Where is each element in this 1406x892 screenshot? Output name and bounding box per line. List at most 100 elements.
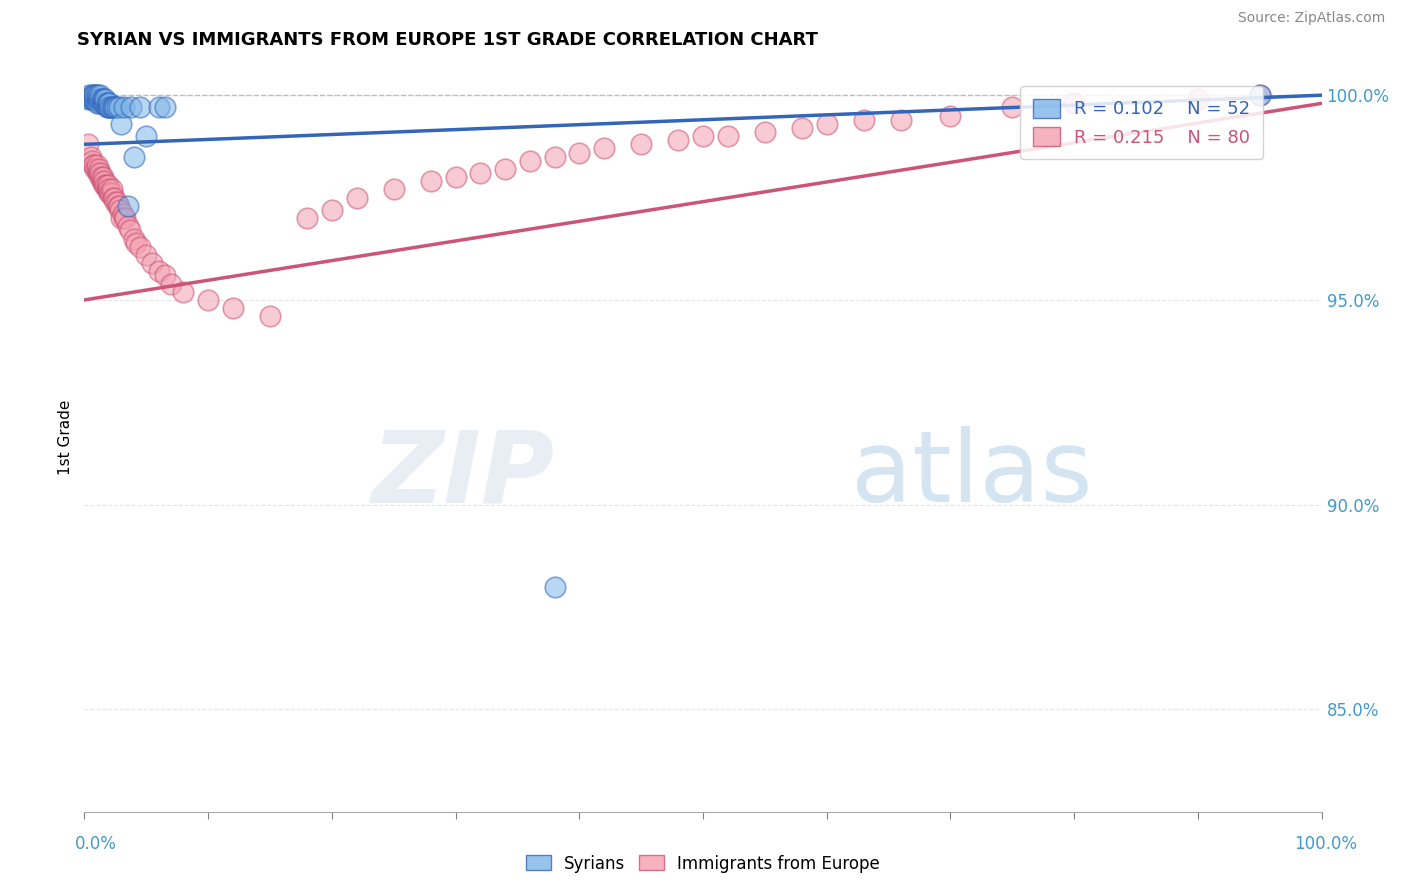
Point bbox=[77, 92, 100, 106]
Point bbox=[104, 100, 127, 114]
Point bbox=[1001, 100, 1024, 114]
Point bbox=[110, 117, 132, 131]
Point bbox=[98, 96, 121, 111]
Point bbox=[419, 174, 441, 188]
Point bbox=[87, 92, 110, 106]
Point bbox=[754, 125, 776, 139]
Point bbox=[103, 100, 125, 114]
Point bbox=[103, 190, 125, 204]
Point bbox=[815, 117, 838, 131]
Point bbox=[82, 88, 104, 103]
Point bbox=[543, 580, 565, 594]
Point bbox=[97, 100, 120, 114]
Point bbox=[77, 137, 100, 152]
Legend: Syrians, Immigrants from Europe: Syrians, Immigrants from Europe bbox=[519, 848, 887, 880]
Point bbox=[1249, 88, 1271, 103]
Point bbox=[96, 182, 118, 196]
Point bbox=[444, 170, 467, 185]
Text: ZIP: ZIP bbox=[371, 426, 554, 523]
Point bbox=[93, 96, 115, 111]
Point bbox=[108, 100, 131, 114]
Point bbox=[94, 178, 117, 193]
Point bbox=[153, 100, 176, 114]
Point bbox=[89, 170, 111, 185]
Point bbox=[717, 129, 740, 144]
Point bbox=[382, 182, 405, 196]
Point bbox=[84, 161, 107, 176]
Point bbox=[222, 301, 245, 315]
Point bbox=[1187, 92, 1209, 106]
Point bbox=[83, 158, 105, 172]
Point bbox=[91, 92, 114, 106]
Point bbox=[100, 100, 122, 114]
Point bbox=[93, 174, 115, 188]
Point bbox=[98, 100, 121, 114]
Point bbox=[89, 92, 111, 106]
Point bbox=[111, 207, 134, 221]
Point bbox=[129, 240, 152, 254]
Point bbox=[90, 170, 112, 185]
Point bbox=[100, 186, 122, 201]
Point bbox=[82, 158, 104, 172]
Point bbox=[346, 190, 368, 204]
Point bbox=[90, 96, 112, 111]
Point bbox=[89, 166, 111, 180]
Point bbox=[84, 92, 107, 106]
Point bbox=[692, 129, 714, 144]
Point bbox=[86, 88, 108, 103]
Point bbox=[86, 158, 108, 172]
Point bbox=[79, 88, 101, 103]
Point bbox=[117, 199, 139, 213]
Point bbox=[96, 100, 118, 114]
Point bbox=[112, 211, 135, 225]
Point bbox=[89, 92, 111, 106]
Point bbox=[114, 211, 136, 225]
Point bbox=[470, 166, 492, 180]
Text: 0.0%: 0.0% bbox=[75, 835, 117, 853]
Point bbox=[105, 100, 128, 114]
Point bbox=[80, 92, 103, 106]
Point bbox=[108, 199, 131, 213]
Point bbox=[84, 88, 107, 103]
Legend: R = 0.102    N = 52, R = 0.215    N = 80: R = 0.102 N = 52, R = 0.215 N = 80 bbox=[1021, 87, 1263, 160]
Point bbox=[117, 219, 139, 234]
Point bbox=[89, 166, 111, 180]
Point bbox=[97, 178, 120, 193]
Point bbox=[91, 170, 114, 185]
Point bbox=[101, 190, 124, 204]
Point bbox=[98, 182, 121, 196]
Text: Source: ZipAtlas.com: Source: ZipAtlas.com bbox=[1237, 12, 1385, 25]
Point bbox=[153, 268, 176, 283]
Point bbox=[110, 202, 132, 217]
Text: 100.0%: 100.0% bbox=[1295, 835, 1357, 853]
Text: atlas: atlas bbox=[852, 426, 1092, 523]
Point bbox=[100, 182, 122, 196]
Point bbox=[90, 92, 112, 106]
Point bbox=[519, 153, 541, 168]
Point bbox=[79, 150, 101, 164]
Point bbox=[630, 137, 652, 152]
Point bbox=[172, 285, 194, 299]
Point bbox=[83, 88, 105, 103]
Point bbox=[939, 109, 962, 123]
Point bbox=[107, 199, 129, 213]
Point bbox=[86, 96, 108, 111]
Point bbox=[80, 88, 103, 103]
Point bbox=[94, 96, 117, 111]
Point bbox=[93, 178, 115, 193]
Point bbox=[135, 129, 157, 144]
Point bbox=[160, 277, 183, 291]
Point bbox=[89, 96, 111, 111]
Point bbox=[97, 182, 120, 196]
Text: SYRIAN VS IMMIGRANTS FROM EUROPE 1ST GRADE CORRELATION CHART: SYRIAN VS IMMIGRANTS FROM EUROPE 1ST GRA… bbox=[77, 31, 818, 49]
Point bbox=[1063, 96, 1085, 111]
Point bbox=[97, 96, 120, 111]
Point bbox=[96, 178, 118, 193]
Point bbox=[98, 186, 121, 201]
Point bbox=[790, 120, 813, 135]
Point bbox=[148, 264, 170, 278]
Point bbox=[494, 161, 516, 176]
Point bbox=[321, 202, 343, 217]
Point bbox=[122, 150, 145, 164]
Point bbox=[112, 100, 135, 114]
